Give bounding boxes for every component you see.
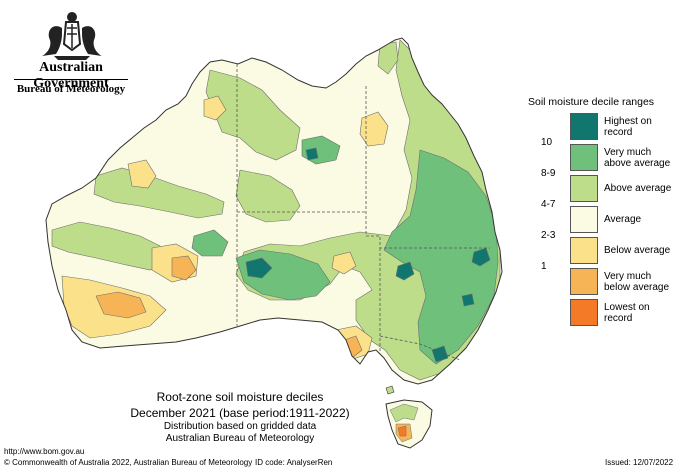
- legend-label: Lowest on record: [604, 302, 650, 324]
- region-highest-record-4: [395, 261, 415, 281]
- region-below-average-sa-inland: [331, 251, 357, 275]
- region-above-average-centre: [235, 169, 301, 223]
- map-subtitle: December 2021 (base period:1911-2022): [130, 406, 350, 420]
- region-highest-record-6: [305, 147, 319, 161]
- government-logo: Australian Government Bureau of Meteorol…: [10, 10, 132, 100]
- legend-label: Above average: [604, 183, 672, 194]
- logo-divider: [14, 79, 128, 80]
- map-caption: Root-zone soil moisture deciles December…: [100, 389, 380, 445]
- region-highest-record-1: [245, 257, 273, 279]
- legend-decile-code: 8-9: [541, 168, 556, 179]
- legend-title: Soil moisture decile ranges: [528, 96, 655, 108]
- legend-swatch: [570, 268, 598, 295]
- region-highest-record-2: [471, 247, 491, 267]
- coat-of-arms-icon: [42, 12, 102, 60]
- region-above-average-cape: [377, 41, 399, 75]
- legend-label: Below average: [604, 245, 671, 256]
- legend-swatch: [570, 113, 598, 140]
- region-very-much-above-east: [383, 149, 499, 365]
- legend-decile-code: 10: [541, 137, 553, 148]
- footer-id-code: ID code: AnalyserRen: [255, 458, 333, 467]
- map-title: Root-zone soil moisture deciles: [156, 390, 324, 404]
- region-below-average-cape: [359, 111, 389, 147]
- legend-swatch: [570, 299, 598, 326]
- region-below-average-kimberley: [127, 159, 157, 189]
- caption-source: Australian Bureau of Meteorology: [165, 433, 315, 444]
- bureau-name: Bureau of Meteorology: [16, 83, 126, 95]
- footer-copyright: © Commonwealth of Australia 2022, Austra…: [4, 458, 253, 467]
- legend-decile-code: 4-7: [541, 199, 556, 210]
- legend-label: Very much above average: [604, 147, 671, 169]
- legend-label: Average: [604, 214, 642, 225]
- border-sa-qld-nsw: [366, 235, 490, 249]
- legend-swatch: [570, 144, 598, 171]
- region-very-much-above-west: [191, 229, 229, 257]
- legend-label: Very much below average: [604, 271, 670, 293]
- border-nsw-vic: [379, 335, 461, 361]
- legend-swatch: [570, 237, 598, 264]
- region-very-much-below-sw: [95, 291, 147, 319]
- legend-label: Highest on record: [604, 116, 652, 138]
- tasmania: [385, 385, 433, 449]
- legend-decile-code: 2-3: [541, 230, 556, 241]
- footer-url[interactable]: http://www.bom.gov.au: [4, 447, 85, 456]
- region-highest-record-3: [461, 293, 475, 307]
- caption-distribution: Distribution based on gridded data: [163, 421, 317, 432]
- legend-swatch: [570, 175, 598, 202]
- region-very-much-below-wa: [171, 255, 197, 281]
- legend-swatch: [570, 206, 598, 233]
- region-below-average-nt: [203, 95, 227, 121]
- legend-decile-code: 1: [541, 261, 547, 272]
- footer-issued: Issued: 12/07/2022: [605, 458, 674, 467]
